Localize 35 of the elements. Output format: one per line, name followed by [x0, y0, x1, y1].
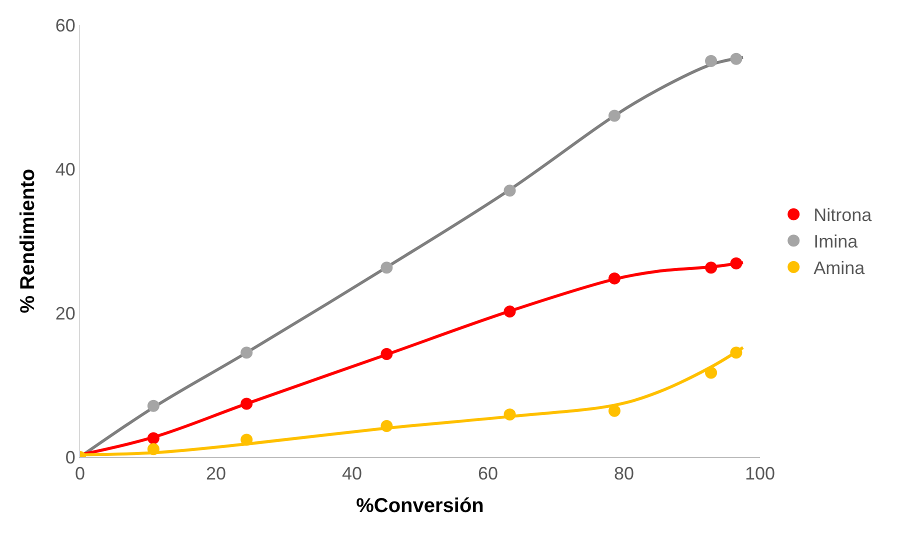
point [730, 346, 742, 359]
legend-label: Imina [814, 232, 859, 252]
point [240, 398, 253, 410]
point [147, 443, 160, 456]
legend-label: Nitrona [814, 205, 873, 226]
point [705, 55, 718, 67]
y-axis-title: % Rendimiento [16, 168, 39, 314]
legend-label: Amina [814, 258, 866, 278]
point [705, 262, 718, 274]
point [240, 434, 253, 446]
point [147, 400, 160, 412]
point [608, 272, 620, 284]
point [147, 432, 160, 444]
y-tick-label: 0 [65, 447, 76, 468]
x-axis-title: %Conversión [356, 495, 484, 518]
x-tick-label: 80 [614, 464, 634, 484]
point [380, 348, 393, 360]
point [730, 52, 742, 65]
y-tick-label: 20 [55, 303, 76, 324]
point [380, 420, 393, 432]
point [608, 110, 620, 122]
x-tick-label: 20 [206, 464, 226, 484]
y-tick-label: 60 [55, 15, 76, 36]
x-tick-label: 40 [342, 464, 362, 484]
y-tick-label: 40 [55, 159, 76, 180]
x-tick-label: 100 [744, 464, 776, 484]
point [240, 346, 253, 359]
point [608, 404, 620, 417]
point [504, 306, 516, 318]
x-tick-label: 60 [478, 464, 498, 484]
point [380, 262, 393, 274]
point [504, 184, 516, 197]
point [730, 257, 742, 270]
point [705, 366, 718, 379]
point [504, 408, 516, 421]
